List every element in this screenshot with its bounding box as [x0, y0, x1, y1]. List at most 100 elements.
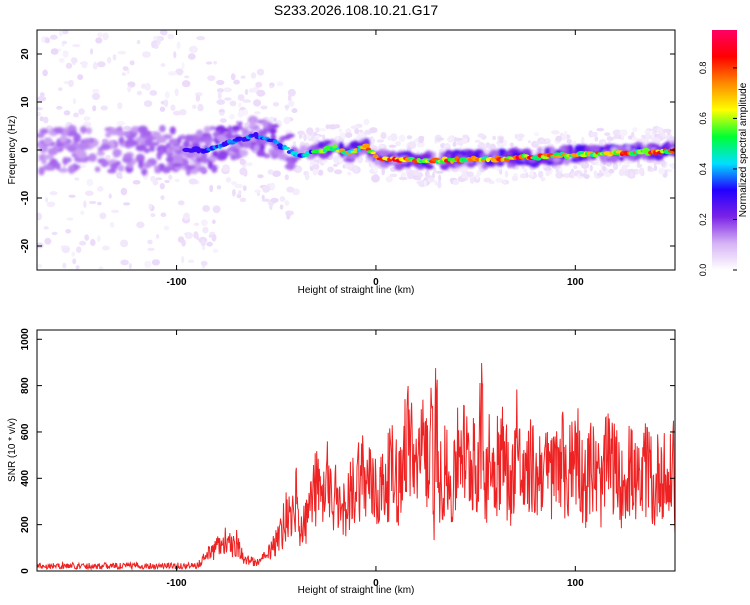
spectrogram-noise-blob [283, 116, 291, 125]
chart-title: S233.2026.108.10.21.G17 [274, 2, 438, 18]
spectrogram-noise-blob [49, 191, 58, 196]
spectrogram-noise-blob [398, 134, 406, 143]
spectrogram-band-blob [58, 167, 69, 173]
spectrogram-noise-blob [456, 139, 463, 146]
spectrogram-noise-blob [117, 50, 127, 55]
spectrogram-noise-blob [436, 137, 445, 141]
spectrogram-noise-blob [49, 34, 58, 40]
spectrogram-band-blob [466, 162, 476, 168]
spectrogram-noise-blob [211, 233, 217, 242]
spectrogram-noise-blob [74, 177, 80, 181]
spectrogram-noise-blob [234, 183, 243, 189]
spectrogram-marks [37, 30, 675, 270]
spectrogram-noise-blob [270, 197, 279, 203]
spectrogram-band-blob [658, 154, 664, 161]
spectrogram-noise-blob [483, 177, 492, 183]
spectrogram-noise-blob [639, 167, 644, 175]
spectrogram-ridge-cell [332, 144, 338, 149]
spectrogram-noise-blob [416, 150, 421, 155]
y-tick-label: 1000 [20, 328, 31, 351]
spectrogram-band-blob [125, 138, 136, 146]
colorbar: 0.0 0.2 0.4 0.6 0.8 Normalized spectral ampl… [698, 30, 749, 276]
spectrogram-band-blob [515, 159, 526, 166]
spectrogram-band-blob [149, 145, 156, 152]
spectrogram-band-blob [338, 142, 345, 151]
spectrogram-noise-blob [59, 30, 63, 37]
spectrogram-band-blob [185, 164, 195, 171]
spectrogram-noise-blob [602, 165, 607, 171]
spectrogram-band-blob [318, 152, 324, 157]
spectrogram-noise-blob [427, 177, 435, 183]
spectrogram-noise-blob [160, 63, 166, 67]
spectrogram-noise-blob [201, 245, 206, 251]
spectrogram-noise-blob [325, 124, 331, 130]
spectrogram-band-blob [66, 145, 77, 152]
spectrogram-noise-blob [647, 165, 652, 170]
spectrogram-noise-blob [188, 45, 198, 54]
spectrogram-noise-blob [606, 160, 612, 167]
spectrogram-noise-blob [176, 41, 181, 50]
spectrogram-noise-blob [238, 102, 242, 108]
spectrogram-band-blob [537, 147, 543, 154]
colorbar-ticks: 0.0 0.2 0.4 0.6 0.8 [698, 62, 737, 276]
snr-series-line [37, 362, 675, 571]
spectrogram-noise-blob [239, 167, 248, 176]
spectrogram-band-blob [159, 125, 166, 133]
spectrogram-noise-blob [42, 69, 48, 77]
spectrogram-noise-blob [222, 164, 230, 172]
spectrogram-noise-blob [519, 173, 527, 179]
spectrogram-noise-blob [312, 163, 320, 170]
spectrogram-noise-blob [261, 198, 271, 202]
spectrogram-band-blob [115, 130, 127, 137]
spectrogram-noise-blob [523, 168, 527, 173]
spectrogram-noise-blob [540, 177, 546, 182]
spectrogram-noise-blob [415, 176, 422, 181]
spectrogram-noise-blob [84, 234, 90, 241]
spectrogram-noise-blob [122, 66, 129, 71]
spectrogram-band-blob [563, 158, 570, 166]
spectrogram-band-blob [62, 143, 69, 149]
spectrogram-noise-blob [256, 68, 265, 76]
spectrogram-noise-blob [644, 129, 651, 134]
spectrogram-noise-blob [97, 201, 102, 206]
spectrogram-noise-blob [272, 170, 281, 177]
spectrogram-band-blob [73, 135, 81, 143]
spectrogram-band-blob [425, 163, 433, 170]
spectrogram-noise-blob [287, 88, 296, 97]
spectrogram-ridge-cell [362, 143, 370, 149]
spectrogram-noise-blob [172, 110, 182, 116]
spectrogram-noise-blob [200, 239, 206, 247]
spectrogram-noise-blob [516, 133, 525, 139]
spectrogram-band-blob [59, 134, 67, 143]
spectrogram-ridge-cell [253, 132, 259, 137]
spectrogram-noise-blob [197, 103, 204, 112]
spectrogram-noise-blob [658, 167, 665, 175]
spectrogram-noise-blob [168, 71, 177, 76]
spectrogram-band-blob [170, 145, 181, 151]
spectrogram-noise-blob [511, 175, 519, 182]
spectrogram-noise-blob [306, 127, 314, 136]
spectrogram-noise-blob [152, 179, 159, 186]
spectrogram-noise-blob [75, 265, 80, 270]
spectrogram-noise-blob [208, 234, 212, 238]
spectrogram-band-blob [256, 150, 266, 157]
spectrogram-noise-blob [555, 135, 563, 142]
spectrogram-band-blob [62, 157, 69, 166]
spectrogram-noise-blob [85, 190, 94, 196]
spectrogram-noise-blob [279, 204, 284, 210]
spectrogram-noise-blob [644, 132, 651, 140]
spectrogram-noise-blob [284, 174, 289, 181]
spectrogram-band-blob [62, 127, 69, 136]
spectrogram-noise-blob [136, 39, 141, 45]
spectrogram-noise-blob [73, 112, 79, 118]
spectrogram-noise-blob [50, 48, 59, 55]
spectrogram-noise-blob [183, 212, 190, 221]
spectrogram-noise-blob [99, 212, 107, 220]
spectrogram-band-blob [118, 136, 125, 145]
spectrogram-noise-blob [213, 60, 217, 65]
spectrogram-noise-blob [347, 171, 352, 176]
spectrogram-noise-blob [168, 174, 173, 181]
spectrogram-noise-blob [174, 178, 180, 183]
spectrogram-band-blob [68, 130, 78, 137]
spectrogram-noise-blob [670, 163, 675, 169]
